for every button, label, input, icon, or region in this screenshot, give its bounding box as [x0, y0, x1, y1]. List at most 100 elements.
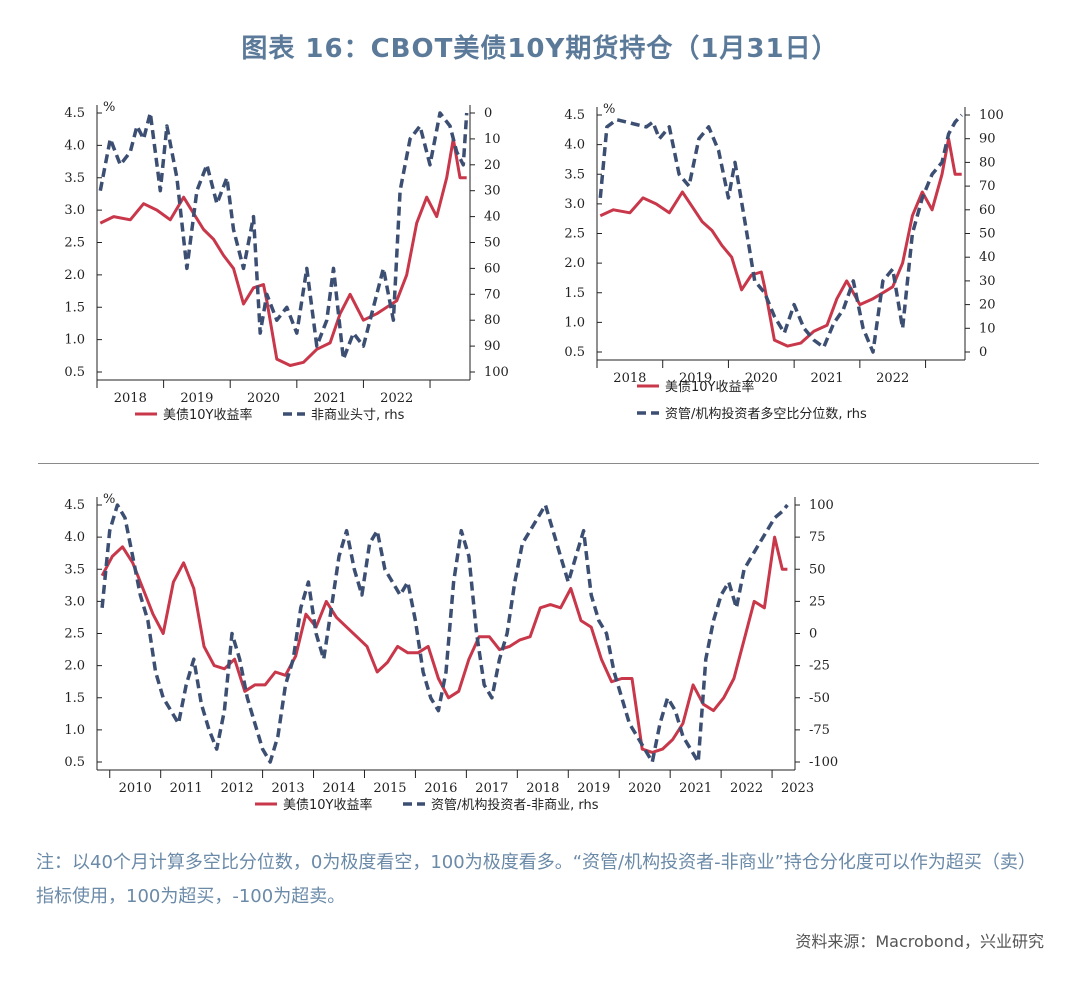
x-tick-label: 2014	[322, 781, 355, 796]
x-tick-label: 2022	[876, 371, 909, 386]
x-tick-label: 2019	[577, 781, 610, 796]
left-tick-label: 1.5	[564, 286, 585, 301]
x-tick-label: 2020	[628, 781, 661, 796]
left-tick-label: 2.0	[564, 256, 585, 271]
legend-label: 美债10Y收益率	[163, 407, 252, 423]
chart-note: 注：以40个月计算多空比分位数，0为极度看空，100为极度看多。“资管/机构投资…	[36, 852, 1036, 907]
left-tick-label: 3.5	[64, 562, 85, 577]
legend-label: 美债10Y收益率	[665, 379, 754, 395]
x-tick-label: 2020	[247, 391, 280, 406]
left-tick-label: 4.0	[564, 138, 585, 153]
unit-label: %	[103, 492, 115, 507]
x-tick-label: 2018	[114, 391, 147, 406]
x-tick-label: 2015	[373, 781, 406, 796]
left-tick-label: 0.5	[564, 345, 585, 360]
left-tick-label: 3.5	[564, 167, 585, 182]
x-tick-label: 2017	[475, 781, 508, 796]
divider	[38, 463, 1039, 464]
left-tick-label: 4.0	[64, 138, 85, 153]
right-tick-label: 40	[979, 250, 996, 265]
legend-label: 非商业头寸, rhs	[311, 408, 405, 423]
left-tick-label: 4.5	[64, 106, 85, 121]
left-tick-label: 2.5	[564, 227, 585, 242]
left-tick-label: 1.5	[64, 691, 85, 706]
right-tick-label: 10	[484, 132, 501, 147]
right-tick-label: 50	[979, 227, 996, 242]
x-tick-label: 2010	[119, 781, 152, 796]
x-tick-label: 2018	[613, 371, 646, 386]
left-tick-label: 4.5	[564, 108, 585, 123]
left-tick-label: 3.0	[64, 594, 85, 609]
unit-label: %	[603, 102, 615, 117]
right-tick-label: 0	[484, 106, 492, 121]
right-tick-label: 20	[979, 298, 996, 313]
right-tick-label: -75	[809, 723, 830, 738]
x-tick-label: 2022	[730, 781, 763, 796]
chart-1: % 4.5 4.0 3.5 3.0 2.5 2.0 1.5 1.0 0.5 0 10 20 30 40 50 6…	[64, 100, 509, 423]
x-tick-label: 2019	[679, 371, 712, 386]
x-tick-label: 2018	[526, 781, 559, 796]
right-tick-label: 0	[809, 627, 817, 642]
right-tick-label: 70	[484, 287, 501, 302]
x-tick-label: 2021	[679, 781, 712, 796]
x-tick-label: 2020	[745, 371, 778, 386]
right-tick-label: 60	[979, 203, 996, 218]
right-tick-label: 70	[979, 179, 996, 194]
left-tick-label: 1.0	[564, 315, 585, 330]
legend-label: 资管/机构投资者-非商业, rhs	[431, 797, 599, 813]
legend-label: 资管/机构投资者多空比分位数, rhs	[665, 406, 867, 422]
left-tick-label: 2.0	[64, 268, 85, 283]
right-tick-label: 40	[484, 210, 501, 225]
left-tick-label: 2.0	[64, 659, 85, 674]
right-tick-label: -100	[809, 755, 838, 770]
left-tick-label: 0.5	[64, 755, 85, 770]
x-tick-label: 2019	[180, 391, 213, 406]
right-tick-label: -25	[809, 659, 830, 674]
left-tick-label: 2.5	[64, 236, 85, 251]
left-tick-label: 4.5	[64, 498, 85, 513]
right-tick-label: 20	[484, 158, 501, 173]
x-tick-label: 2021	[810, 371, 843, 386]
right-tick-label: 90	[484, 339, 501, 354]
left-tick-label: 4.0	[64, 530, 85, 545]
series-line-dashed	[100, 503, 789, 764]
left-tick-label: 3.5	[64, 171, 85, 186]
right-tick-label: 0	[979, 345, 987, 360]
left-tick-label: 0.5	[64, 365, 85, 380]
right-tick-label: 10	[979, 321, 996, 336]
left-tick-label: 3.0	[64, 203, 85, 218]
x-tick-label: 2022	[380, 391, 413, 406]
x-tick-label: 2013	[272, 781, 305, 796]
x-tick-label: 2021	[314, 391, 347, 406]
right-tick-label: 30	[979, 274, 996, 289]
source-label: 资料来源：Macrobond，兴业研究	[795, 932, 1044, 951]
chart-3: % 4.5 4.0 3.5 3.0 2.5 2.0 1.5 1.0 0.5 100 75 50 25 0 -2…	[64, 492, 838, 813]
right-tick-label: 100	[809, 498, 834, 513]
right-tick-label: 50	[809, 562, 826, 577]
series-line-dashed	[598, 113, 963, 354]
unit-label: %	[103, 100, 115, 115]
right-tick-label: 80	[484, 313, 501, 328]
figure-title: 图表 16：CBOT美债10Y期货持仓（1月31日）	[241, 34, 839, 64]
x-tick-label: 2023	[781, 781, 814, 796]
series-line-solid	[99, 137, 467, 367]
right-tick-label: 80	[979, 155, 996, 170]
left-tick-label: 2.5	[64, 627, 85, 642]
chart-2: %4.54.03.53.02.52.01.51.00.5100908070605…	[564, 102, 1004, 422]
x-tick-label: 2011	[170, 781, 203, 796]
series-line-solid	[100, 535, 788, 754]
right-tick-label: -50	[809, 691, 830, 706]
left-tick-label: 1.5	[64, 300, 85, 315]
right-tick-label: 25	[809, 594, 826, 609]
left-tick-label: 1.0	[64, 723, 85, 738]
legend-label: 美债10Y收益率	[283, 797, 372, 813]
right-tick-label: 30	[484, 184, 501, 199]
left-tick-label: 3.0	[564, 197, 585, 212]
x-tick-label: 2012	[221, 781, 254, 796]
series-line-dashed	[98, 111, 469, 361]
series-line-solid	[599, 137, 962, 348]
right-tick-label: 100	[979, 108, 1004, 123]
right-tick-label: 75	[809, 530, 826, 545]
right-tick-label: 50	[484, 236, 501, 251]
